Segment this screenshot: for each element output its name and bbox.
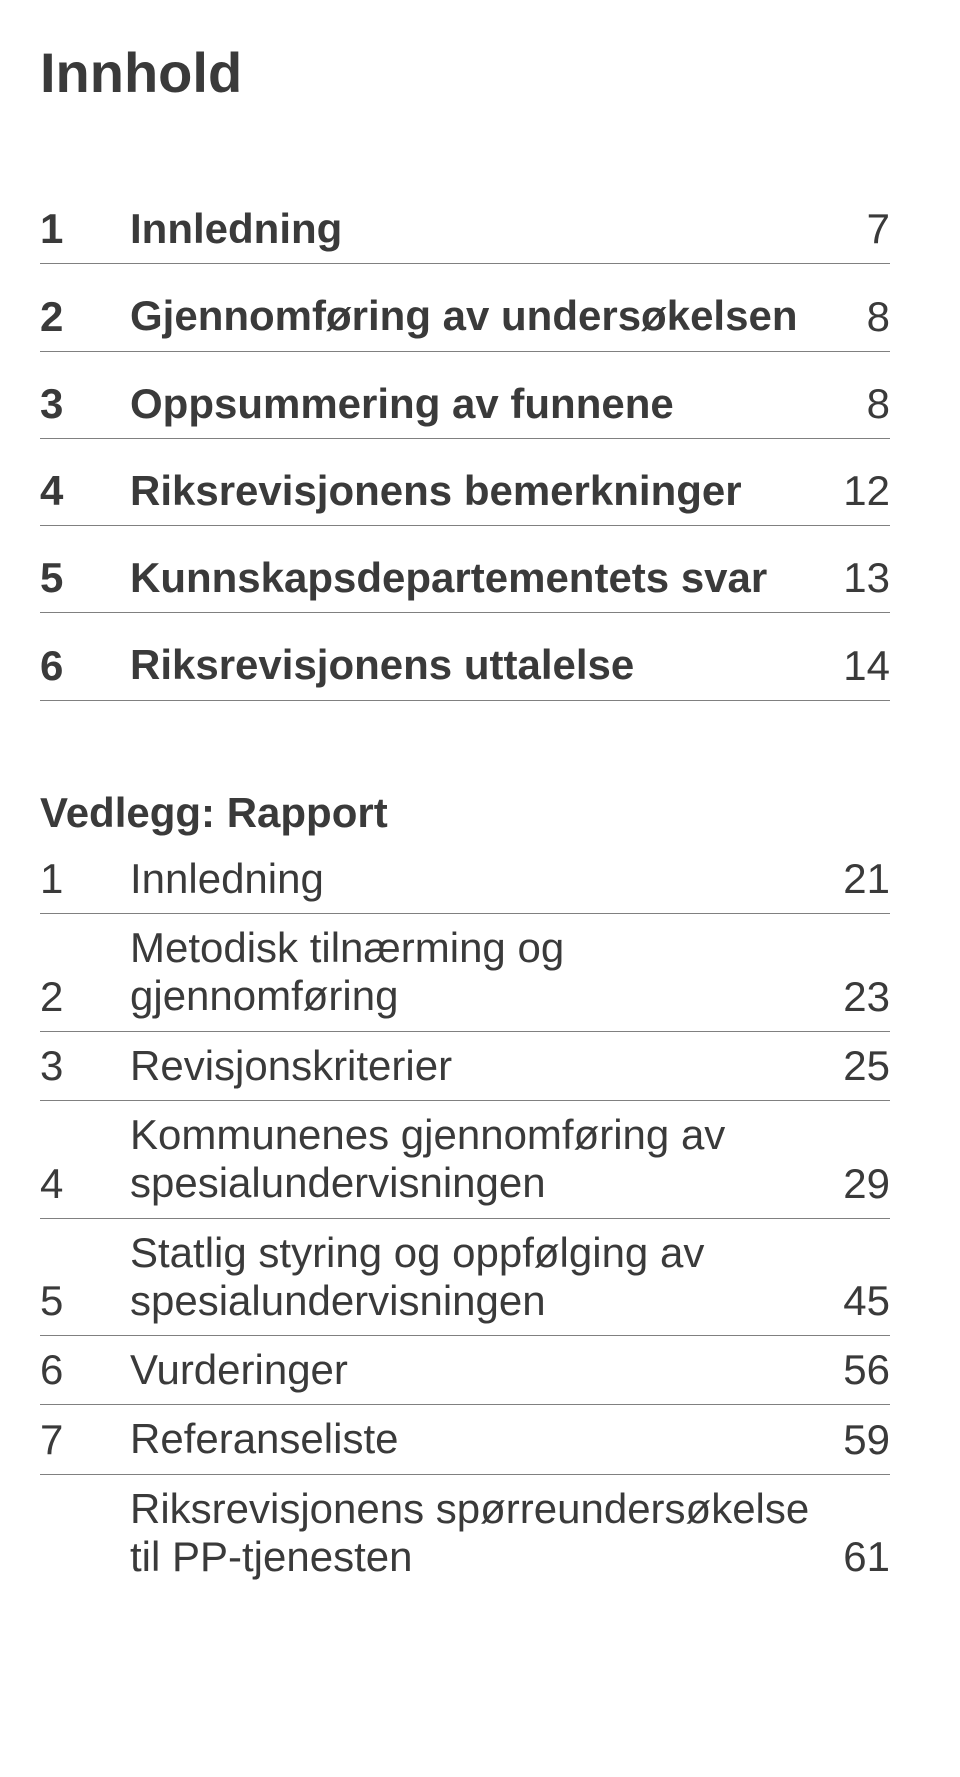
toc-number: 2: [40, 293, 130, 341]
toc-number: 1: [40, 855, 130, 903]
toc-page: 61: [810, 1533, 890, 1581]
toc-row: 5 Statlig styring og oppfølging av spesi…: [40, 1229, 890, 1337]
toc-number: 6: [40, 642, 130, 690]
toc-number: 6: [40, 1346, 130, 1394]
toc-page: 7: [810, 205, 890, 253]
toc-row: 7 Referanseliste 59: [40, 1415, 890, 1474]
toc-label: Riksrevisjonens spørreundersøkelse til P…: [130, 1485, 810, 1582]
toc-label: Innledning: [130, 855, 810, 903]
toc-row: 2 Metodisk tilnærming og gjennomføring 2…: [40, 924, 890, 1032]
toc-page: 8: [810, 293, 890, 341]
toc-page: 59: [810, 1416, 890, 1464]
toc-row: 1 Innledning 7: [40, 205, 890, 264]
toc-label: Riksrevisjonens bemerkninger: [130, 467, 810, 515]
toc-page: 25: [810, 1042, 890, 1090]
toc-row: 4 Kommunenes gjennomføring av spesialund…: [40, 1111, 890, 1219]
toc-label: Statlig styring og oppfølging av spesial…: [130, 1229, 810, 1326]
toc-label: Oppsummering av funnene: [130, 380, 810, 428]
toc-page: 29: [810, 1160, 890, 1208]
toc-number: 3: [40, 380, 130, 428]
toc-page: 8: [810, 380, 890, 428]
toc-number: 7: [40, 1416, 130, 1464]
toc-row: 3 Revisjonskriterier 25: [40, 1042, 890, 1101]
toc-number: 4: [40, 1160, 130, 1208]
toc-number: 2: [40, 973, 130, 1021]
toc-number: 3: [40, 1042, 130, 1090]
toc-row: 6 Riksrevisjonens uttalelse 14: [40, 641, 890, 700]
toc-row: 4 Riksrevisjonens bemerkninger 12: [40, 467, 890, 526]
toc-label: Referanseliste: [130, 1415, 810, 1463]
toc-label: Gjennomføring av undersøkelsen: [130, 292, 810, 340]
page-title: Innhold: [40, 40, 890, 105]
toc-page: 45: [810, 1277, 890, 1325]
toc-page: 12: [810, 467, 890, 515]
toc-number: 4: [40, 467, 130, 515]
toc-page: 21: [810, 855, 890, 903]
toc-label: Riksrevisjonens uttalelse: [130, 641, 810, 689]
toc-label: Kommunenes gjennomføring av spesialunder…: [130, 1111, 810, 1208]
toc-row: 1 Innledning 21: [40, 855, 890, 914]
toc-row: 3 Oppsummering av funnene 8: [40, 380, 890, 439]
toc-row: 5 Kunnskapsdepartementets svar 13: [40, 554, 890, 613]
toc-row: 6 Vurderinger 56: [40, 1346, 890, 1405]
toc-label: Metodisk tilnærming og gjennomføring: [130, 924, 810, 1021]
toc-page: 23: [810, 973, 890, 1021]
toc-row: 2 Gjennomføring av undersøkelsen 8: [40, 292, 890, 351]
toc-page: 56: [810, 1346, 890, 1394]
toc-number: 5: [40, 1277, 130, 1325]
section-heading: Vedlegg: Rapport: [40, 789, 890, 837]
toc-page: 14: [810, 642, 890, 690]
toc-row: Riksrevisjonens spørreundersøkelse til P…: [40, 1485, 890, 1592]
toc-page: 13: [810, 554, 890, 602]
toc-label: Vurderinger: [130, 1346, 810, 1394]
toc-number: 5: [40, 554, 130, 602]
toc-number: 1: [40, 205, 130, 253]
toc-label: Revisjonskriterier: [130, 1042, 810, 1090]
toc-label: Kunnskapsdepartementets svar: [130, 554, 810, 602]
toc-label: Innledning: [130, 205, 810, 253]
